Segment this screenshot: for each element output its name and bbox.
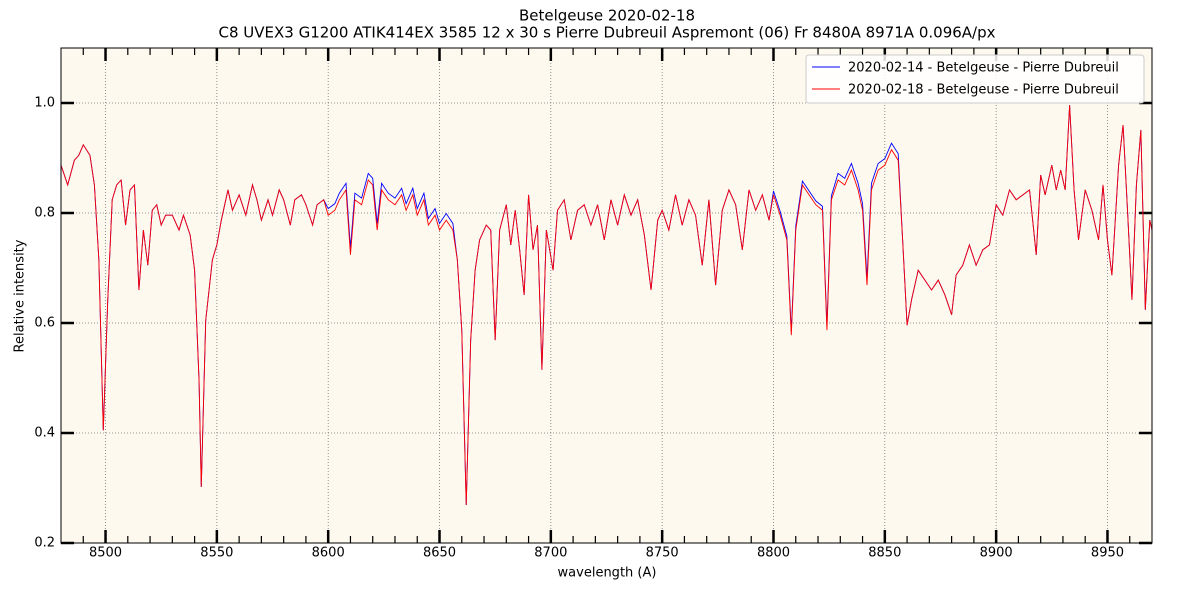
plot-frame	[60, 47, 1153, 544]
y-tick-label: 0.6	[34, 316, 55, 331]
x-tick-label: 8650	[423, 546, 456, 561]
y-tick-label: 0.8	[34, 206, 55, 221]
legend-label: 2020-02-14 - Betelgeuse - Pierre Dubreui…	[848, 61, 1119, 76]
y-axis-label: Relative intensity	[13, 239, 28, 352]
x-axis-label: wavelength (A)	[558, 566, 657, 581]
y-tick-label: 1.0	[34, 96, 55, 111]
x-tick-label: 8950	[1091, 546, 1124, 561]
spectrum-line	[60, 105, 1153, 506]
x-tick-label: 8800	[757, 546, 790, 561]
chart-title: Betelgeuse 2020-02-18	[519, 7, 695, 25]
x-tick-label: 8850	[868, 546, 901, 561]
x-tick-label: 8600	[312, 546, 345, 561]
x-tick-label: 8900	[980, 546, 1013, 561]
y-tick-label: 0.4	[34, 426, 55, 441]
x-tick-label: 8550	[200, 546, 233, 561]
plot-background	[61, 48, 1152, 543]
x-tick-label: 8700	[534, 546, 567, 561]
chart-subtitle: C8 UVEX3 G1200 ATIK414EX 3585 12 x 30 s …	[218, 24, 995, 42]
x-tick-label: 8750	[646, 546, 679, 561]
legend-box	[805, 54, 1145, 104]
y-tick-label: 0.2	[34, 536, 55, 551]
x-tick-label: 8500	[89, 546, 122, 561]
legend-label: 2020-02-18 - Betelgeuse - Pierre Dubreui…	[848, 83, 1119, 98]
